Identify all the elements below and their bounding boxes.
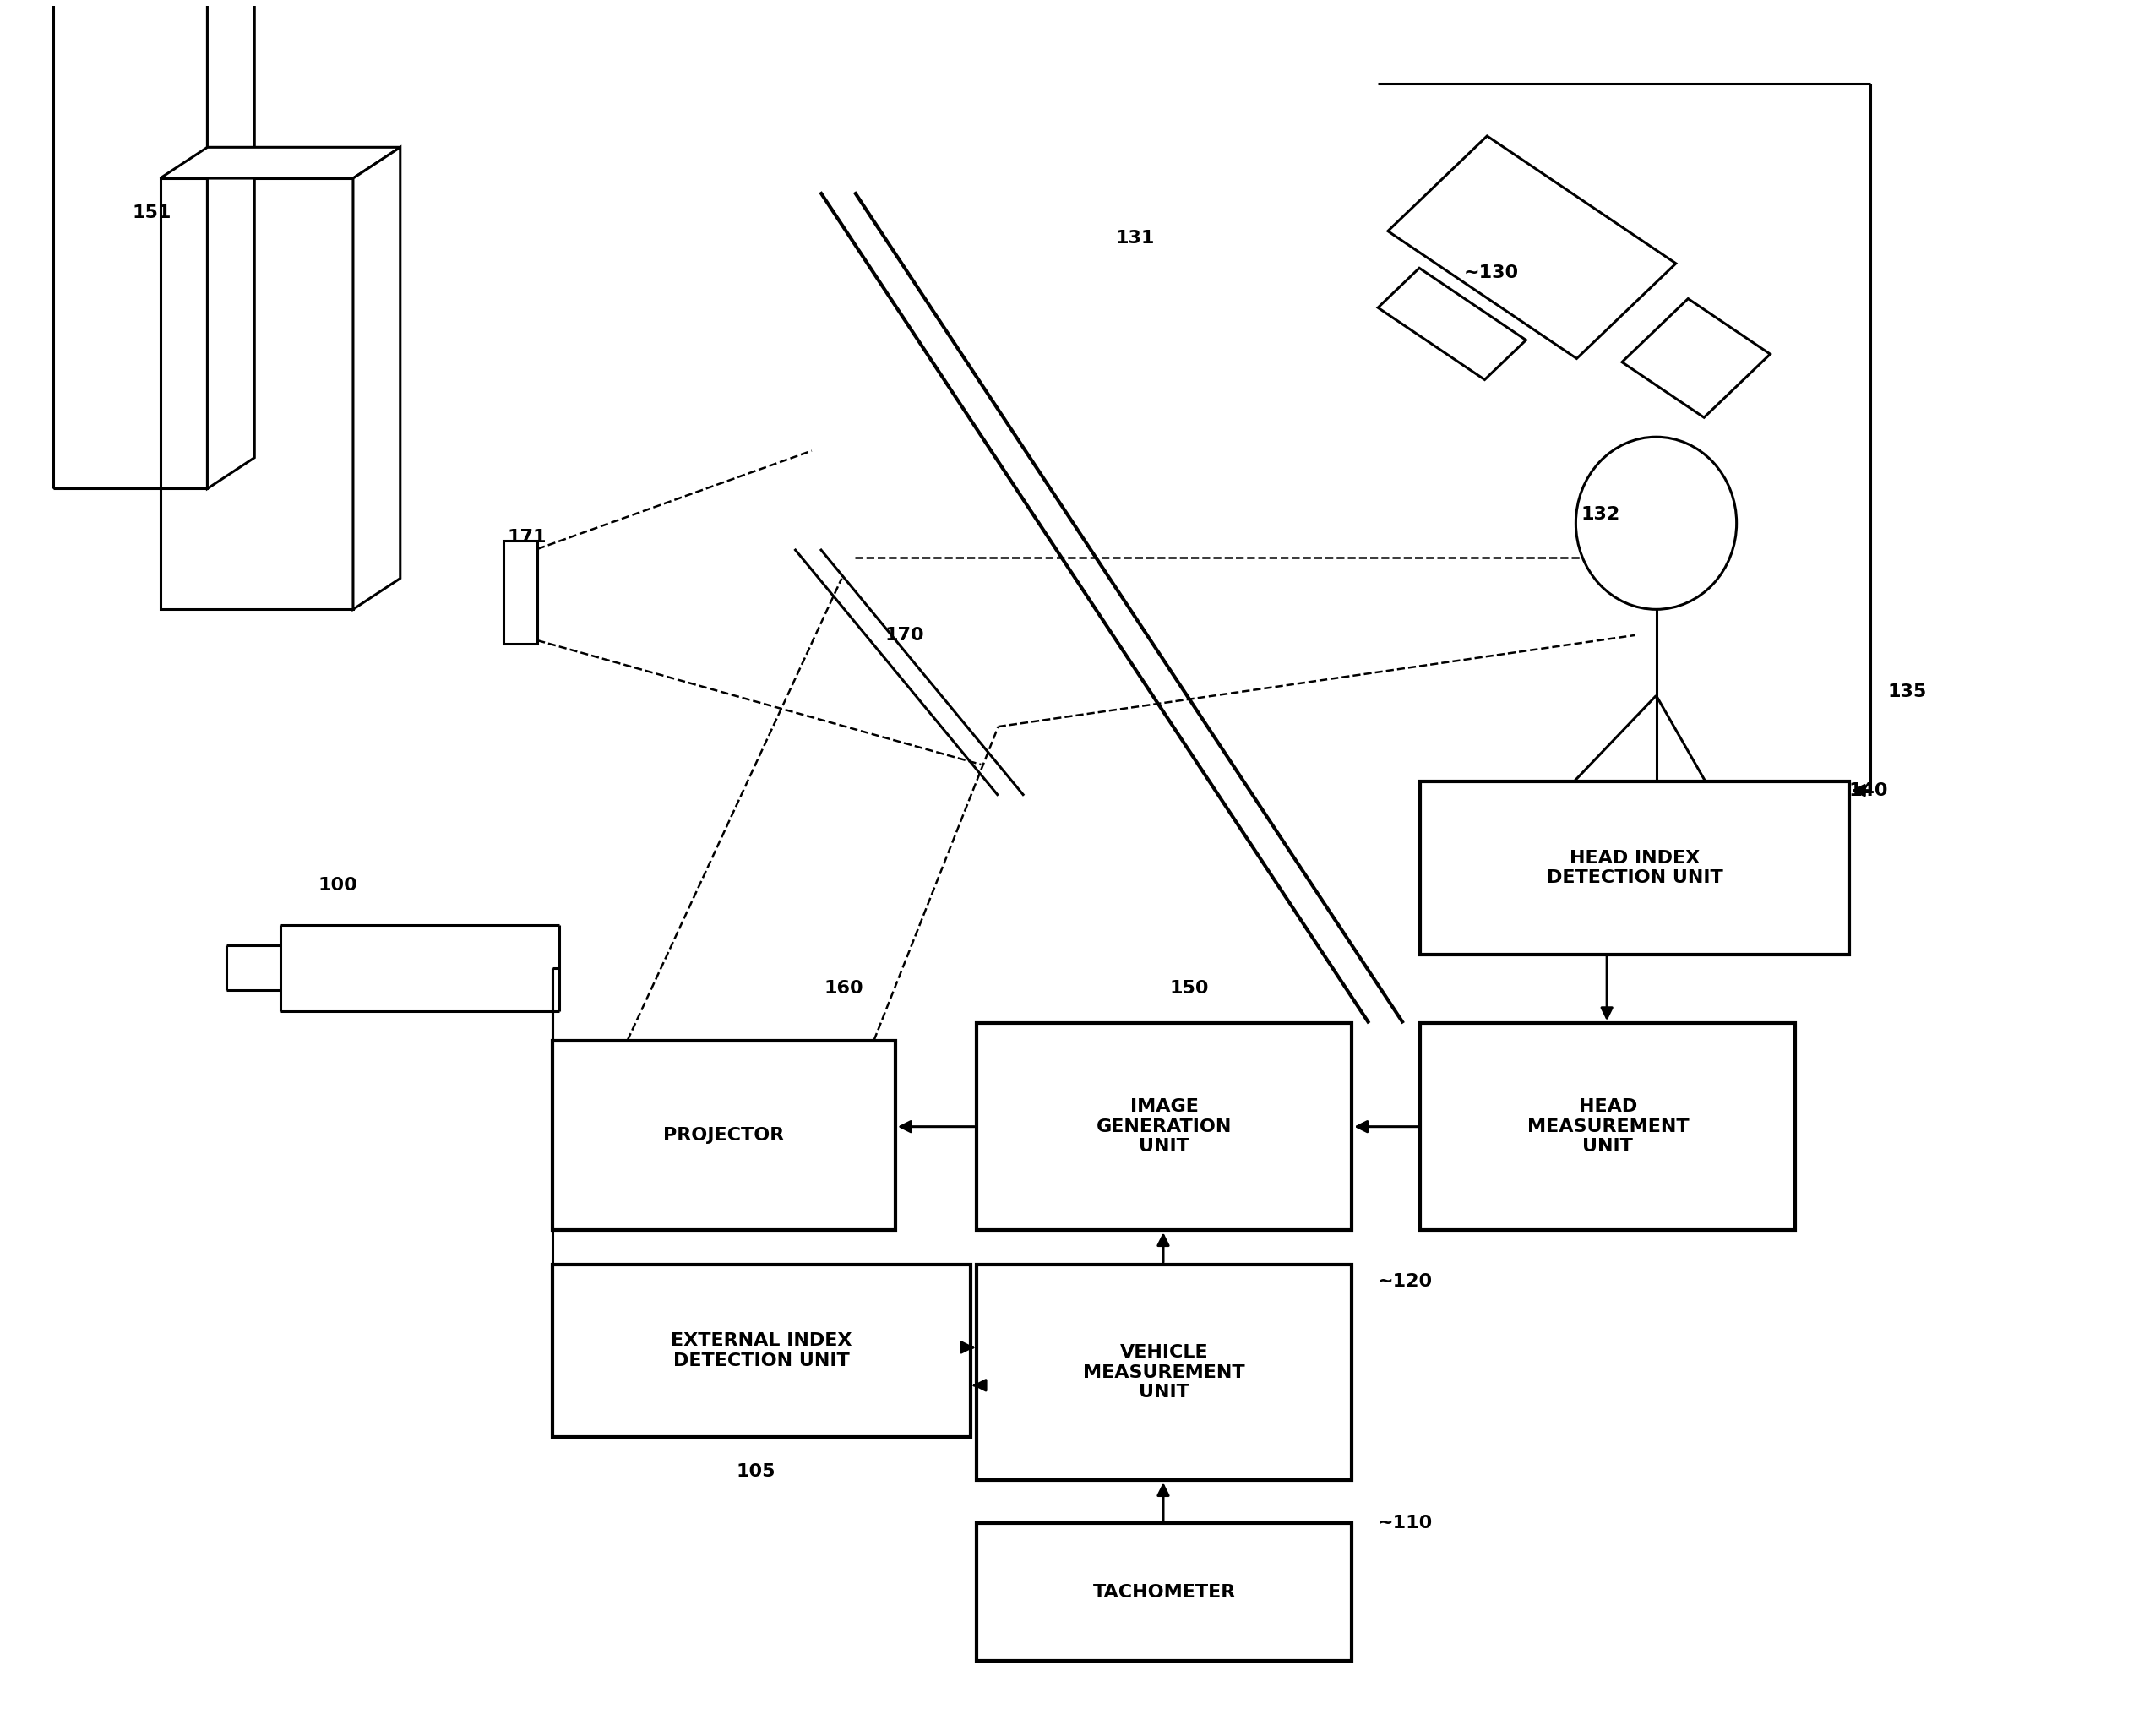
Text: 170: 170 [884, 627, 924, 644]
Text: IMAGE
GENERATION
UNIT: IMAGE GENERATION UNIT [1097, 1099, 1233, 1154]
Text: TACHOMETER: TACHOMETER [1093, 1583, 1235, 1601]
Bar [1388, 135, 1677, 359]
Bar [502, 540, 537, 644]
Text: 151: 151 [131, 205, 170, 220]
Bar [552, 1040, 894, 1231]
Text: ~110: ~110 [1377, 1516, 1433, 1531]
Bar [1420, 1023, 1795, 1231]
Bar [976, 1522, 1351, 1661]
Text: 100: 100 [319, 877, 358, 894]
Text: 160: 160 [823, 981, 864, 996]
Text: HEAD INDEX
DETECTION UNIT: HEAD INDEX DETECTION UNIT [1547, 849, 1722, 887]
Polygon shape [353, 148, 401, 609]
Bar [1377, 267, 1526, 380]
Text: VEHICLE
MEASUREMENT
UNIT: VEHICLE MEASUREMENT UNIT [1084, 1344, 1246, 1401]
Text: 132: 132 [1582, 507, 1621, 523]
Bar [1420, 781, 1849, 955]
Bar [976, 1264, 1351, 1481]
Text: ~120: ~120 [1377, 1274, 1433, 1290]
Bar [552, 1264, 970, 1437]
Polygon shape [159, 148, 401, 179]
Text: 131: 131 [1116, 231, 1155, 247]
Polygon shape [207, 0, 254, 488]
Text: 105: 105 [737, 1463, 776, 1481]
Text: 135: 135 [1888, 684, 1927, 701]
Text: 140: 140 [1849, 781, 1888, 799]
Bar [1623, 299, 1769, 417]
Text: HEAD
MEASUREMENT
UNIT: HEAD MEASUREMENT UNIT [1528, 1099, 1690, 1154]
Bar [976, 1023, 1351, 1231]
Text: PROJECTOR: PROJECTOR [664, 1127, 784, 1144]
Text: 171: 171 [506, 528, 547, 545]
Text: EXTERNAL INDEX
DETECTION UNIT: EXTERNAL INDEX DETECTION UNIT [670, 1333, 851, 1370]
Text: ~130: ~130 [1463, 264, 1519, 281]
Text: 150: 150 [1170, 981, 1209, 996]
Ellipse shape [1575, 437, 1737, 609]
